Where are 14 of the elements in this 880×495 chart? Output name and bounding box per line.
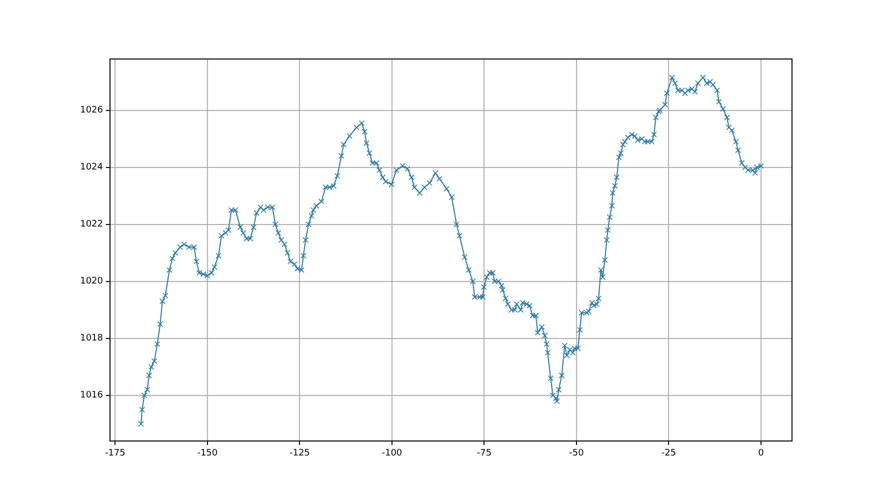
x-tick-label: -125 (289, 448, 310, 459)
x-tick-label: -175 (104, 448, 126, 459)
x-tick-label: -100 (382, 448, 402, 459)
x-tick-label: -50 (569, 448, 584, 459)
y-tick-label: 1016 (80, 390, 104, 401)
y-tick-label: 1026 (80, 106, 104, 116)
y-tick-label: 1022 (80, 220, 103, 230)
y-tick-label: 1024 (80, 162, 104, 173)
x-tick-label: 0 (758, 448, 764, 459)
x-tick-label: -150 (197, 448, 218, 459)
y-tick-label: 1018 (80, 334, 104, 344)
x-tick-label: -75 (476, 448, 492, 459)
y-tick-label: 1020 (80, 276, 104, 287)
x-tick-label: -25 (661, 448, 676, 459)
